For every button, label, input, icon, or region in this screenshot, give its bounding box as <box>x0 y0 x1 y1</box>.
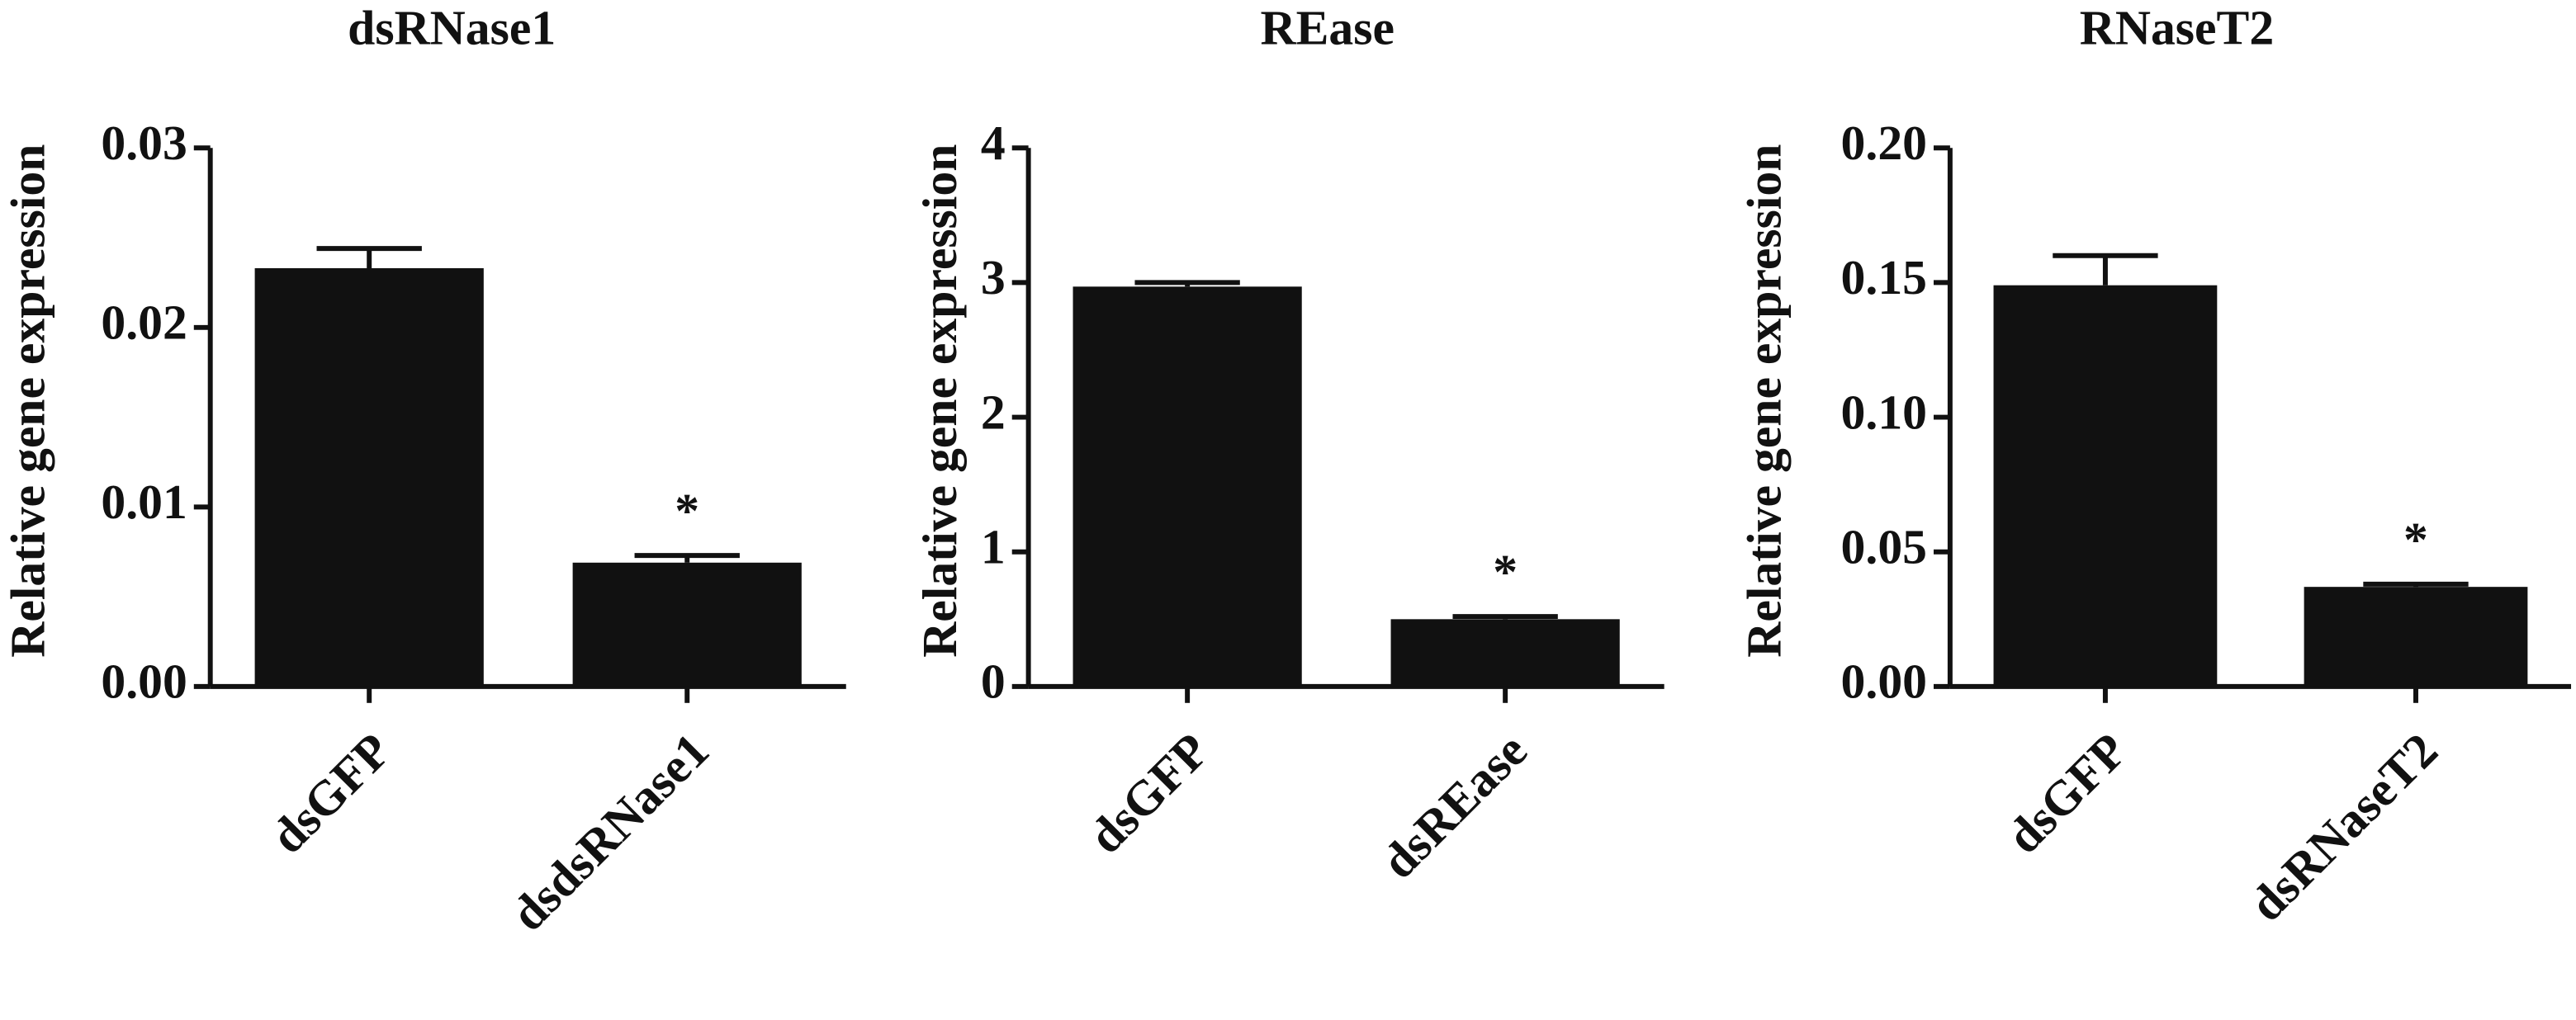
significance-marker: * <box>1493 545 1518 599</box>
y-tick-label: 4 <box>981 116 1006 170</box>
bar <box>1073 286 1302 687</box>
bar <box>1993 285 2218 687</box>
x-tick-label: dsGFP <box>1996 723 2138 864</box>
y-tick-label: 0.00 <box>101 654 187 709</box>
y-tick-label: 3 <box>981 250 1006 305</box>
chart-title: RNaseT2 <box>2080 1 2274 55</box>
y-tick-label: 0.20 <box>1841 116 1927 170</box>
bar <box>1390 619 1620 687</box>
y-tick-label: 1 <box>981 519 1006 574</box>
x-tick-label: dsdsRNase1 <box>500 723 719 942</box>
x-tick-label: dsREase <box>1371 723 1537 889</box>
y-tick-label: 0.01 <box>101 475 187 529</box>
y-tick-label: 0.10 <box>1841 385 1927 439</box>
y-tick-label: 0 <box>981 654 1006 709</box>
significance-marker: * <box>675 484 699 538</box>
y-tick-label: 0.02 <box>101 295 187 350</box>
y-axis-label: Relative gene expression <box>912 144 967 658</box>
y-tick-label: 0.03 <box>101 116 187 170</box>
y-axis-label: Relative gene expression <box>1737 144 1792 658</box>
x-tick-label: dsRNaseT2 <box>2239 723 2448 932</box>
bar <box>572 562 802 687</box>
chart-title: dsRNase1 <box>348 1 556 55</box>
bar <box>2304 587 2528 687</box>
y-tick-label: 0.00 <box>1841 654 1927 709</box>
y-axis-label: Relative gene expression <box>0 144 54 658</box>
chart-title: REase <box>1261 1 1395 55</box>
bar <box>254 268 484 687</box>
x-tick-label: dsGFP <box>260 723 401 864</box>
y-tick-label: 2 <box>981 385 1006 439</box>
y-tick-label: 0.15 <box>1841 250 1927 305</box>
x-tick-label: dsGFP <box>1078 723 1219 864</box>
significance-marker: * <box>2403 512 2428 567</box>
y-tick-label: 0.05 <box>1841 519 1927 574</box>
